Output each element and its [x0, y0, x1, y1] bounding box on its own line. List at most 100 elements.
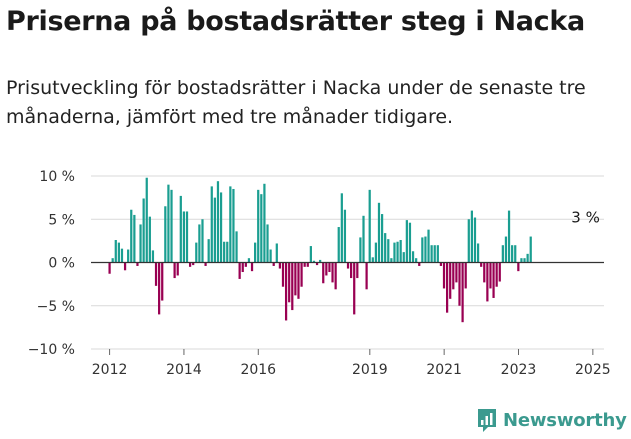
bar [325, 262, 328, 276]
latest-value-annotation: 3 % [571, 209, 600, 227]
bar [526, 253, 529, 263]
bar [272, 262, 275, 266]
bar [384, 233, 387, 263]
bar [281, 262, 285, 287]
bar [380, 214, 384, 263]
bar [374, 242, 378, 263]
bar [507, 210, 511, 263]
bar [303, 262, 306, 267]
bar [377, 202, 381, 263]
bar [415, 258, 418, 263]
bar [473, 217, 477, 263]
bar [511, 245, 514, 263]
bar [111, 258, 114, 263]
bar [486, 262, 489, 302]
bar [241, 262, 244, 273]
bar [337, 227, 340, 263]
bar [288, 262, 291, 303]
bar [201, 219, 204, 263]
bar [182, 211, 186, 263]
bar [250, 262, 254, 272]
x-tick-label: 2025 [575, 362, 611, 378]
bar [232, 188, 235, 263]
bar [529, 236, 532, 263]
bar [145, 177, 148, 263]
bar [291, 262, 294, 311]
bar [235, 231, 238, 263]
bar [275, 243, 278, 263]
bar [439, 262, 443, 266]
bar [424, 236, 427, 263]
bar [334, 262, 337, 290]
bar [387, 239, 390, 263]
bar [244, 262, 247, 267]
bar [260, 194, 263, 263]
bar [476, 243, 480, 263]
bar [133, 214, 136, 263]
bar [120, 248, 124, 263]
x-tick-label: 2019 [352, 362, 388, 378]
bar [504, 236, 508, 263]
bar [204, 262, 207, 266]
x-tick-label: 2023 [501, 362, 537, 378]
bar [393, 242, 396, 263]
bar [359, 237, 362, 263]
bar [371, 257, 374, 263]
bar [123, 262, 127, 271]
bar [331, 262, 334, 283]
bar [498, 262, 501, 282]
bar [523, 258, 526, 263]
bar [188, 262, 192, 267]
bar [210, 186, 213, 263]
x-tick-label: 2012 [92, 362, 128, 378]
bar [136, 262, 139, 266]
bar [142, 198, 145, 263]
bar [483, 262, 486, 283]
bar [238, 262, 241, 279]
bar [161, 262, 164, 301]
bar [455, 262, 458, 283]
bar [396, 241, 399, 263]
y-tick-label: 5 % [48, 212, 75, 228]
bar [340, 193, 343, 263]
bar [114, 240, 117, 263]
bar [514, 245, 517, 263]
bar [148, 216, 151, 263]
bar [411, 251, 415, 263]
bar [368, 189, 371, 263]
bar [207, 239, 210, 263]
bar [350, 262, 353, 279]
newsworthy-logo[interactable]: Newsworthy [476, 407, 627, 433]
bar [399, 240, 402, 263]
bar [151, 250, 155, 263]
bar [284, 262, 288, 321]
bar [495, 262, 498, 287]
bar [346, 262, 350, 269]
brand-name: Newsworthy [503, 409, 627, 431]
y-tick-label: −5 % [37, 299, 75, 315]
bar [405, 220, 408, 263]
bar [278, 262, 282, 269]
bar [452, 262, 455, 290]
bar [328, 262, 331, 273]
bar [312, 260, 316, 263]
bar [167, 184, 170, 263]
bar [489, 262, 492, 289]
bar [216, 181, 220, 263]
bar [176, 262, 179, 276]
bar [309, 246, 312, 263]
x-tick-label: 2014 [166, 362, 202, 378]
bar [458, 262, 461, 306]
bar [164, 206, 167, 263]
bar [195, 242, 198, 263]
bar [517, 262, 520, 272]
bar [154, 262, 158, 286]
bar [480, 262, 483, 267]
bar [427, 229, 430, 263]
bar [461, 262, 464, 323]
x-tick-label: 2021 [426, 362, 462, 378]
bar [492, 262, 495, 298]
bar [470, 210, 474, 263]
bar [356, 262, 359, 279]
